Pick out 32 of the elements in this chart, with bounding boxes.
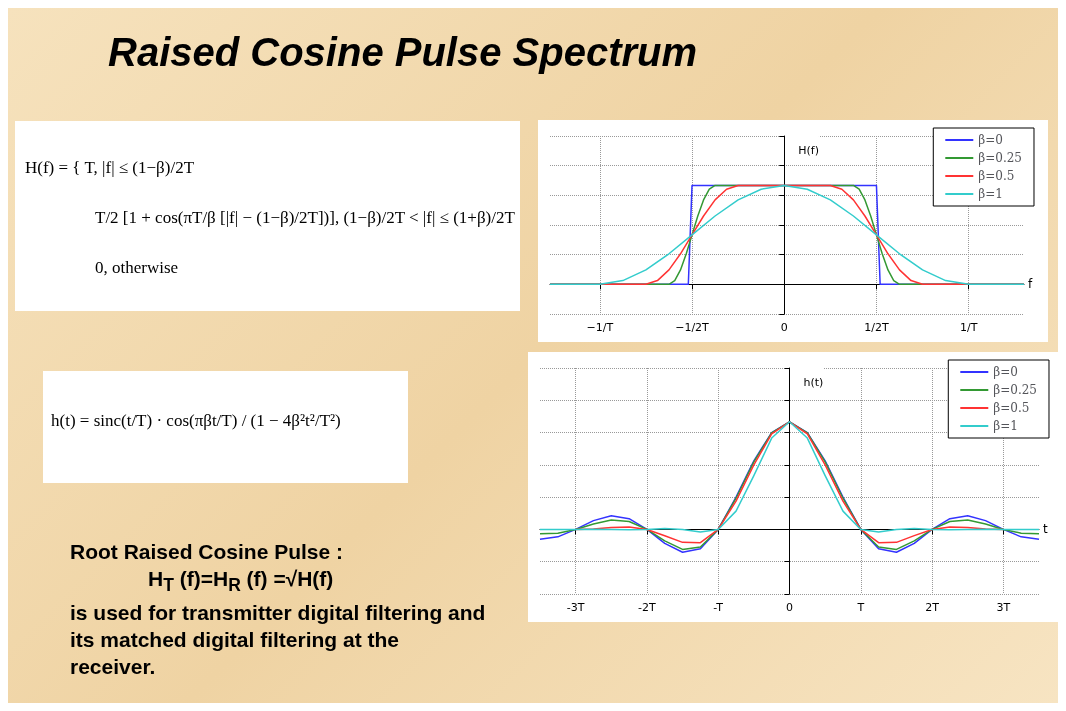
y-axis-title: H(f) — [798, 144, 819, 157]
text: H(f) = { T, |f| ≤ (1−β)/2T — [25, 157, 196, 179]
text: Root Raised Cosine Pulse : — [70, 539, 345, 565]
x-tick-label: -T — [713, 601, 724, 614]
text: H$_{T}$ (f)=H$_{R}$ (f) =√H(f) — [147, 566, 335, 598]
x-tick-label: 1/T — [959, 321, 978, 334]
legend-label: β=0.5 — [978, 169, 1015, 183]
x-tick-label: −1/2T — [675, 321, 710, 334]
x-tick-label: T — [856, 601, 865, 614]
x-tick-label: -3T — [566, 601, 585, 614]
x-tick-label: 0 — [786, 601, 793, 614]
text: is used for transmitter digital filtering and its matched digital filtering at the receiver. — [70, 600, 487, 681]
text: h(t) = sinc(t/T) · cos(πβt/T) / (1 − 4β²t²/T²) — [43, 371, 408, 483]
x-axis-title: t — [1043, 522, 1048, 537]
y-axis-title: h(t) — [803, 376, 824, 389]
legend-label: β=0.25 — [978, 151, 1023, 165]
x-tick-label: −1/T — [586, 321, 614, 334]
x-tick-label: 2T — [925, 601, 940, 614]
x-tick-label: -2T — [638, 601, 657, 614]
x-axis-title: f — [1028, 277, 1033, 292]
text: T/2 [1 + cos(πT/β [|f| − (1−β)/2T])], (1−β)/2T < |f| ≤ (1+β)/2T — [94, 207, 515, 229]
chart-title: Raised Cosine Pulse Spectrum — [108, 30, 698, 75]
text: 0, otherwise — [94, 257, 180, 279]
x-tick-label: 0 — [780, 321, 788, 334]
legend-label: β=1 — [978, 187, 1003, 201]
x-tick-label: 1/2T — [864, 321, 889, 334]
legend-label: β=0.25 — [993, 383, 1038, 397]
legend-label: β=1 — [993, 419, 1018, 433]
legend-label: β=0 — [978, 133, 1003, 147]
legend-label: β=0 — [993, 365, 1018, 379]
legend-label: β=0.5 — [993, 401, 1030, 415]
x-tick-label: 3T — [996, 601, 1011, 614]
